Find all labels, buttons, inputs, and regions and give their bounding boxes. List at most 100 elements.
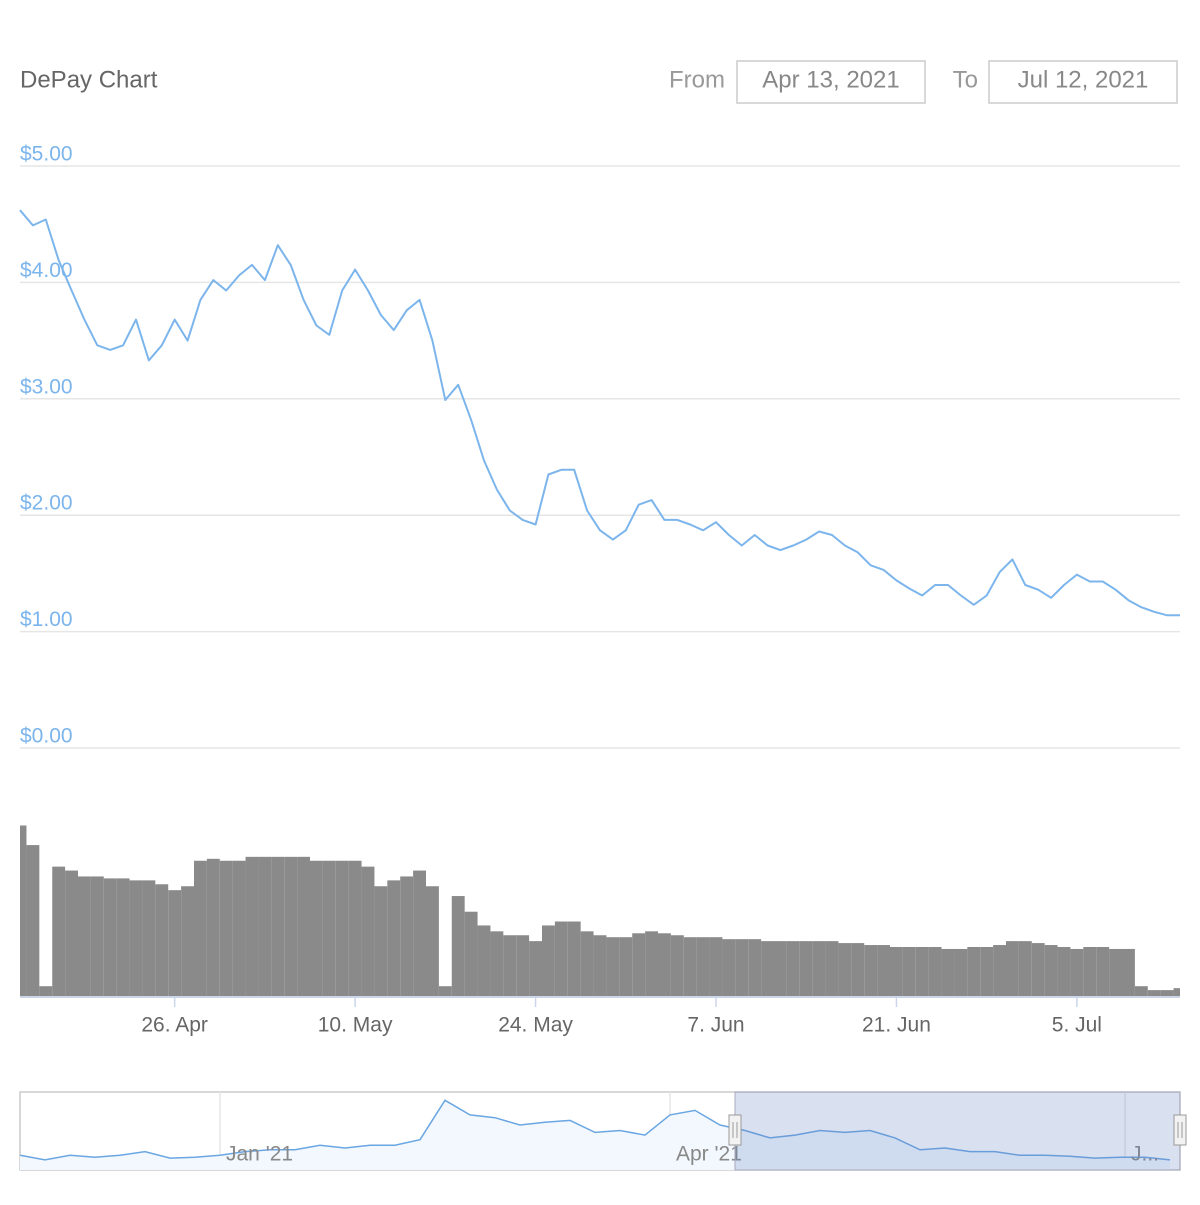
volume-bar	[400, 876, 414, 996]
volume-bar	[271, 856, 285, 996]
volume-bar	[516, 935, 530, 996]
volume-bar	[838, 943, 852, 996]
volume-bar	[980, 947, 994, 996]
navigator-handle[interactable]	[1173, 1114, 1187, 1146]
volume-bar	[78, 876, 91, 996]
volume-bar	[683, 937, 697, 996]
volume-bar	[761, 941, 774, 996]
volume-bar	[232, 860, 246, 996]
volume-bar	[993, 945, 1006, 996]
volume-bar	[619, 937, 633, 996]
volume-bar	[954, 948, 968, 996]
volume-bar	[1147, 990, 1161, 996]
volume-bar	[361, 866, 375, 996]
x-tick-label: 7. Jun	[687, 1014, 744, 1037]
volume-bar	[799, 941, 813, 996]
y-tick-label: $0.00	[20, 725, 73, 748]
from-input[interactable]	[736, 60, 926, 104]
y-tick-label: $4.00	[20, 259, 73, 282]
volume-bar	[851, 943, 865, 996]
volume-bar	[426, 886, 439, 996]
volume-bar	[464, 911, 478, 996]
volume-bar	[529, 941, 542, 996]
volume-bar	[335, 860, 349, 996]
navigator-tick-label: Apr '21	[676, 1143, 742, 1166]
volume-bar	[915, 947, 929, 996]
volume-bar	[194, 860, 207, 996]
volume-bar	[1006, 941, 1019, 996]
volume-bar	[20, 825, 27, 996]
volume-bar	[1070, 948, 1084, 996]
from-date[interactable]: Apr 13, 2021	[762, 66, 899, 93]
volume-bar	[1122, 948, 1135, 996]
volume-bar	[722, 939, 736, 996]
volume-bar	[1173, 988, 1180, 996]
volume-bar	[774, 941, 787, 996]
volume-bar	[374, 886, 388, 996]
x-tick-label: 24. May	[498, 1014, 573, 1037]
volume-bar	[1083, 947, 1097, 996]
volume-bar	[877, 945, 890, 996]
volume-bar	[542, 925, 555, 996]
volume-bar	[1160, 990, 1174, 996]
volume-bar	[645, 931, 658, 996]
navigator-handle-body	[728, 1114, 742, 1146]
volume-bar	[580, 931, 594, 996]
volume-bar	[142, 880, 156, 996]
volume-bar	[39, 986, 53, 996]
volume-bar	[1096, 947, 1110, 996]
to-input[interactable]	[988, 60, 1178, 104]
volume-bar	[129, 880, 143, 996]
x-tick-label: 21. Jun	[862, 1014, 931, 1037]
volume-bar	[503, 935, 517, 996]
volume-bar	[890, 947, 903, 996]
volume-bar	[297, 856, 310, 996]
y-tick-label: $5.00	[20, 143, 73, 166]
y-tick-label: $2.00	[20, 492, 73, 515]
volume-bar	[52, 866, 66, 996]
volume-bar	[245, 856, 259, 996]
volume-bar	[490, 931, 504, 996]
volume-bar	[812, 941, 826, 996]
volume-bar	[26, 845, 40, 996]
y-tick-label: $1.00	[20, 608, 73, 631]
volume-bar	[348, 860, 362, 996]
volume-bar	[786, 941, 800, 996]
volume-bar	[593, 935, 607, 996]
volume-bar	[310, 860, 323, 996]
volume-bar	[477, 925, 491, 996]
volume-bar	[438, 986, 452, 996]
navigator-handle[interactable]	[728, 1114, 742, 1146]
volume-bar	[387, 880, 401, 996]
volume-bar	[709, 937, 723, 996]
volume-bar	[90, 876, 104, 996]
volume-bar	[65, 870, 78, 996]
volume-bar	[284, 856, 298, 996]
volume-bar	[658, 933, 671, 996]
to-date[interactable]: Jul 12, 2021	[1018, 66, 1149, 93]
y-tick-label: $3.00	[20, 375, 73, 398]
volume-bar	[554, 921, 568, 996]
volume-bar	[1018, 941, 1032, 996]
volume-bar	[670, 935, 684, 996]
navigator-tick-label: J...	[1131, 1143, 1159, 1166]
volume-bar	[941, 948, 955, 996]
volume-bar	[413, 870, 426, 996]
volume-bar	[825, 941, 839, 996]
volume-bar	[567, 921, 581, 996]
volume-bar	[258, 856, 272, 996]
x-tick-label: 5. Jul	[1052, 1014, 1102, 1037]
volume-bar	[322, 860, 336, 996]
volume-bar	[1057, 947, 1071, 996]
x-tick-label: 10. May	[318, 1014, 393, 1037]
volume-bar	[219, 860, 233, 996]
navigator-line	[19, 1099, 1171, 1161]
volume-bar	[928, 947, 942, 996]
volume-bar	[748, 939, 762, 996]
to-label: To	[953, 66, 978, 93]
volume-bar	[1044, 945, 1058, 996]
navigator-handle-body	[1173, 1114, 1187, 1146]
volume-bar	[181, 886, 194, 996]
